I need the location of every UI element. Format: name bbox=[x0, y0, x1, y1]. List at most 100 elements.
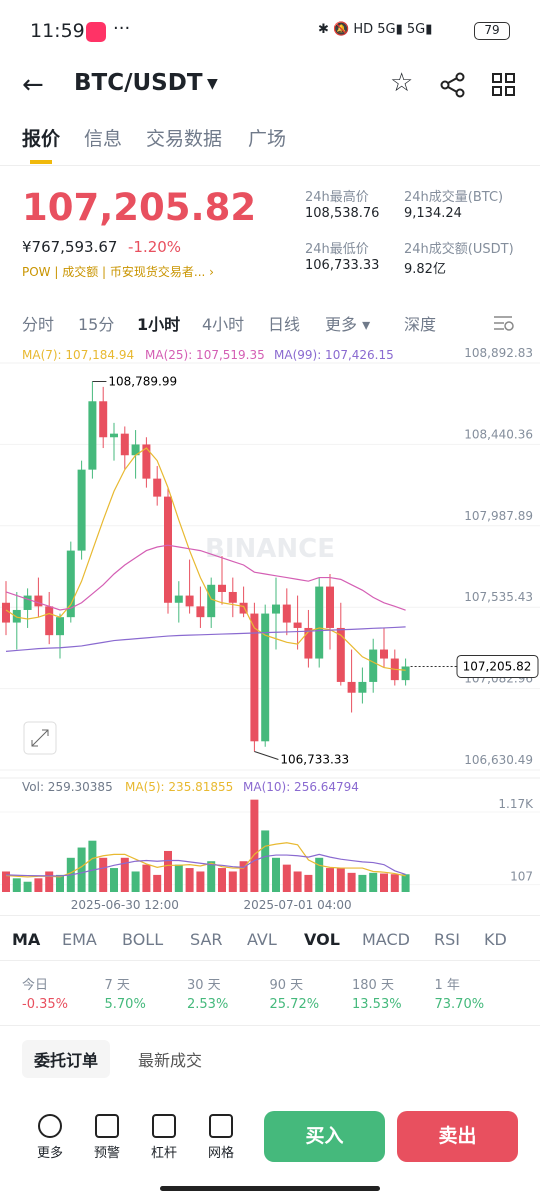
tag[interactable]: 币安现货交易者... bbox=[109, 265, 206, 279]
legend-entry: MA(10): 256.64794 bbox=[243, 780, 359, 794]
volume-bar bbox=[12, 878, 21, 892]
volume-bar bbox=[164, 850, 172, 892]
pair-title[interactable]: BTC/USDT bbox=[74, 70, 203, 96]
candle-body bbox=[142, 444, 151, 479]
period-value: 25.72% bbox=[269, 997, 320, 1012]
grid-menu[interactable] bbox=[492, 73, 516, 97]
tab[interactable]: 广场 bbox=[248, 128, 287, 150]
volume-bar bbox=[34, 878, 43, 892]
divider bbox=[0, 1025, 540, 1026]
volume-bar bbox=[304, 874, 313, 892]
candle-body bbox=[250, 613, 259, 742]
bottom-icon[interactable] bbox=[209, 1114, 233, 1138]
candle-body bbox=[120, 433, 129, 456]
tab[interactable]: 交易数据 bbox=[146, 128, 223, 150]
stat-label: 24h最高价 bbox=[305, 190, 369, 205]
candle-body bbox=[164, 496, 172, 603]
candle-body bbox=[56, 617, 64, 636]
pair-dropdown[interactable]: ▼ bbox=[207, 76, 218, 92]
share[interactable] bbox=[440, 72, 466, 98]
vol-ma-line bbox=[5, 842, 406, 878]
candle-body bbox=[99, 401, 108, 438]
candle-body bbox=[380, 649, 388, 659]
indicator[interactable]: AVL bbox=[247, 930, 277, 949]
back-button[interactable]: ← bbox=[22, 70, 44, 100]
vol-ma-line bbox=[5, 853, 406, 877]
candle-body bbox=[326, 586, 334, 628]
volume-bar bbox=[250, 799, 259, 892]
volume-bar bbox=[153, 874, 162, 892]
app-icon bbox=[86, 22, 106, 42]
volume-bar bbox=[77, 847, 86, 892]
interval[interactable]: 深度 bbox=[404, 315, 437, 334]
x-tick-label: 2025-06-30 12:00 bbox=[71, 898, 179, 912]
volume-bar bbox=[358, 874, 367, 892]
bottom-label[interactable]: 预警 bbox=[93, 1146, 120, 1161]
candle-body bbox=[2, 602, 10, 623]
candle-body bbox=[196, 606, 205, 618]
buy-button[interactable]: 买入 bbox=[264, 1111, 385, 1162]
order-tab[interactable]: 委托订单 bbox=[22, 1040, 111, 1078]
interval[interactable]: 更多 ▾ bbox=[325, 315, 371, 334]
volume-bar bbox=[131, 871, 140, 892]
indicator[interactable]: EMA bbox=[62, 930, 97, 949]
tab[interactable]: 信息 bbox=[84, 128, 123, 150]
candle-body bbox=[315, 586, 324, 659]
tag[interactable]: 成交额 bbox=[62, 265, 99, 279]
volume-bar bbox=[218, 868, 226, 892]
indicator[interactable]: KD bbox=[484, 930, 507, 949]
period-value: 5.70% bbox=[104, 997, 146, 1012]
status-time: 11:59 bbox=[30, 20, 85, 42]
last-price-label: 107,205.82 bbox=[463, 659, 532, 673]
tag[interactable]: POW bbox=[22, 265, 51, 279]
indicator[interactable]: BOLL bbox=[122, 930, 164, 949]
sell-button[interactable]: 卖出 bbox=[397, 1111, 518, 1162]
trades-tab[interactable]: 最新成交 bbox=[138, 1051, 203, 1070]
period-label: 180 天 bbox=[352, 978, 394, 993]
interval[interactable]: 日线 bbox=[268, 315, 301, 334]
interval[interactable]: 4小时 bbox=[202, 315, 245, 334]
volume-bar bbox=[369, 872, 378, 892]
candle-body bbox=[304, 627, 313, 659]
interval[interactable]: 分时 bbox=[22, 315, 55, 334]
volume-bar bbox=[23, 881, 32, 892]
y-tick-label: 1.17K bbox=[498, 797, 534, 811]
candle-body bbox=[185, 595, 194, 607]
divider bbox=[0, 915, 540, 916]
bottom-icon[interactable] bbox=[95, 1114, 119, 1138]
candle-body bbox=[207, 584, 216, 618]
volume-bar bbox=[272, 857, 280, 892]
volume-bar bbox=[120, 857, 129, 892]
legend-entry: MA(99): 107,426.15 bbox=[274, 348, 394, 362]
bottom-label[interactable]: 更多 bbox=[36, 1146, 63, 1161]
favorite[interactable]: ☆ bbox=[390, 68, 414, 98]
indicator[interactable]: RSI bbox=[434, 930, 460, 949]
bottom-icon[interactable] bbox=[152, 1114, 176, 1138]
candle-body bbox=[218, 584, 226, 592]
volume-bar bbox=[282, 864, 291, 892]
bottom-label[interactable]: 杠杆 bbox=[150, 1146, 177, 1161]
indicator[interactable]: MA bbox=[12, 930, 41, 949]
period-label: 90 天 bbox=[269, 978, 304, 993]
stat-label: 24h成交额(USDT) bbox=[404, 242, 514, 257]
cny-price: ¥767,593.67 bbox=[22, 238, 118, 256]
interval[interactable]: 1小时 bbox=[137, 315, 181, 334]
volume-bar bbox=[56, 874, 64, 892]
period-label: 今日 bbox=[22, 978, 49, 993]
interval[interactable]: 15分 bbox=[78, 315, 115, 334]
candle-body bbox=[110, 433, 118, 438]
tab[interactable]: 报价 bbox=[22, 128, 61, 150]
bottom-label[interactable]: 网格 bbox=[207, 1146, 234, 1161]
indicator[interactable]: MACD bbox=[362, 930, 410, 949]
candle-body bbox=[12, 609, 21, 623]
fullscreen-icon bbox=[31, 729, 49, 747]
candle-body bbox=[23, 595, 32, 610]
indicator[interactable]: VOL bbox=[304, 930, 340, 949]
bottom-icon[interactable] bbox=[38, 1114, 62, 1138]
candle-body bbox=[77, 469, 86, 551]
indicator[interactable]: SAR bbox=[190, 930, 223, 949]
chart-settings[interactable] bbox=[492, 313, 516, 333]
y-tick-label: 107 bbox=[510, 870, 533, 884]
stat-value: 108,538.76 bbox=[305, 206, 380, 221]
candle-body bbox=[228, 591, 237, 603]
